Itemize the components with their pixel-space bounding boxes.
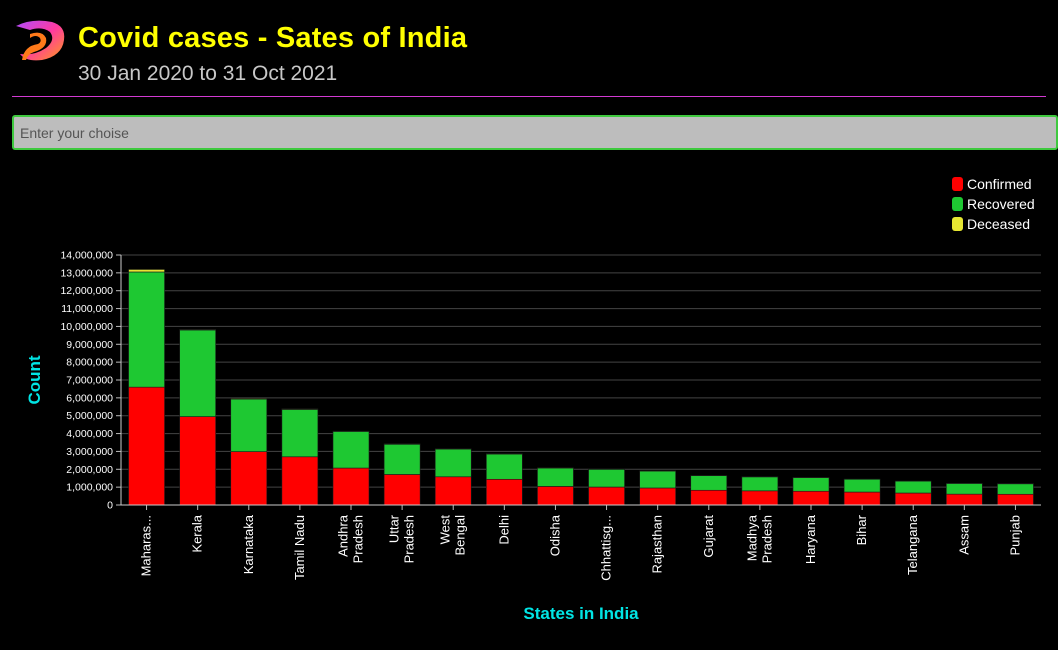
bar-recovered	[894, 480, 932, 494]
y-tick-label: 9,000,000	[66, 339, 113, 351]
chart-legend: Confirmed Recovered Deceased	[952, 174, 1035, 234]
bar-confirmed	[639, 487, 676, 506]
x-tick-label: Gujarat	[701, 515, 716, 558]
x-tick-label: Chhattisg...	[599, 515, 614, 581]
y-tick-label: 7,000,000	[66, 375, 113, 387]
bar-confirmed	[128, 386, 165, 506]
bar-confirmed	[537, 486, 574, 506]
bar-confirmed	[332, 467, 370, 506]
bar-recovered	[230, 398, 268, 452]
x-tick-label: Bengal	[453, 515, 468, 556]
legend-item-recovered[interactable]: Recovered	[952, 194, 1035, 214]
x-tick-label: Haryana	[803, 514, 818, 564]
bar-recovered	[639, 470, 676, 489]
bar-recovered	[179, 329, 216, 417]
header-divider	[12, 96, 1046, 97]
legend-item-deceased[interactable]: Deceased	[952, 214, 1035, 234]
legend-swatch-recovered	[952, 197, 963, 211]
x-tick-label: Telangana	[905, 514, 920, 575]
x-tick-label: Bihar	[854, 514, 869, 545]
bar-confirmed	[997, 493, 1034, 506]
x-tick-label: Pradesh	[402, 515, 417, 563]
bar-recovered	[332, 431, 370, 469]
legend-label-recovered: Recovered	[967, 196, 1035, 212]
bar-recovered	[588, 469, 625, 488]
bar-deceased	[128, 269, 165, 273]
x-tick-label: Odisha	[547, 514, 562, 556]
bar-confirmed	[179, 416, 216, 506]
bar-deceased	[281, 408, 319, 410]
x-tick-label: Punjab	[1007, 515, 1022, 555]
x-axis-title: States in India	[523, 604, 639, 623]
app-logo	[16, 20, 65, 61]
y-tick-label: 1,000,000	[66, 482, 113, 494]
bar-deceased	[179, 329, 216, 331]
bar-recovered	[537, 467, 574, 487]
y-tick-label: 5,000,000	[66, 410, 113, 422]
bar-confirmed	[383, 474, 421, 506]
y-tick-label: 11,000,000	[61, 303, 113, 315]
x-tick-label: Andhra	[336, 514, 351, 557]
bar-recovered	[486, 453, 523, 480]
x-tick-label: Delhi	[496, 515, 511, 545]
x-tick-label: West	[438, 515, 453, 545]
bar-recovered	[281, 409, 319, 458]
bar-recovered	[383, 443, 421, 475]
bar-confirmed	[843, 491, 881, 506]
y-tick-label: 8,000,000	[66, 357, 113, 369]
bar-recovered	[741, 476, 779, 492]
bar-confirmed	[894, 492, 932, 506]
y-tick-label: 10,000,000	[60, 321, 113, 333]
y-tick-label: 13,000,000	[60, 267, 113, 279]
y-axis-title: Count	[25, 355, 44, 404]
x-tick-label: Uttar	[387, 514, 402, 543]
legend-item-confirmed[interactable]: Confirmed	[952, 174, 1035, 194]
bar-confirmed	[281, 456, 319, 506]
legend-swatch-confirmed	[952, 177, 963, 191]
bar-confirmed	[792, 490, 830, 506]
legend-label-confirmed: Confirmed	[967, 176, 1032, 192]
bar-recovered	[792, 477, 830, 492]
bar-confirmed	[486, 478, 523, 506]
bar-confirmed	[741, 490, 779, 506]
bar-confirmed	[230, 451, 268, 506]
bar-recovered	[997, 483, 1034, 495]
page-title: Covid cases - Sates of India	[78, 22, 468, 54]
y-tick-label: 14,000,000	[60, 250, 113, 262]
date-range-subtitle: 30 Jan 2020 to 31 Oct 2021	[78, 62, 338, 85]
x-tick-label: Maharas...	[139, 515, 154, 576]
y-tick-label: 0	[107, 500, 113, 512]
bar-recovered	[128, 271, 165, 388]
y-tick-label: 6,000,000	[66, 392, 113, 404]
y-tick-label: 2,000,000	[66, 464, 113, 476]
x-tick-label: Rajasthan	[650, 515, 665, 574]
legend-swatch-deceased	[952, 217, 963, 231]
bar-confirmed	[434, 476, 472, 506]
bar-recovered	[690, 475, 728, 491]
x-tick-label: Madhya	[744, 514, 759, 561]
y-tick-label: 12,000,000	[60, 285, 113, 297]
y-tick-label: 4,000,000	[66, 428, 113, 440]
bar-confirmed	[946, 493, 983, 506]
bar-confirmed	[690, 489, 728, 506]
bar-recovered	[434, 448, 472, 478]
legend-label-deceased: Deceased	[967, 216, 1031, 232]
bar-recovered	[946, 483, 983, 495]
bar-confirmed	[588, 486, 625, 506]
x-tick-label: Tamil Nadu	[292, 515, 307, 580]
choice-input[interactable]	[12, 115, 1058, 150]
x-tick-label: Pradesh	[759, 515, 774, 563]
x-tick-label: Karnataka	[241, 514, 256, 574]
y-tick-label: 3,000,000	[66, 446, 113, 458]
x-tick-label: Assam	[956, 515, 971, 555]
bar-recovered	[843, 478, 881, 493]
x-tick-label: Pradesh	[351, 515, 366, 563]
x-tick-label: Kerala	[190, 514, 205, 552]
bar-deceased	[230, 398, 268, 400]
